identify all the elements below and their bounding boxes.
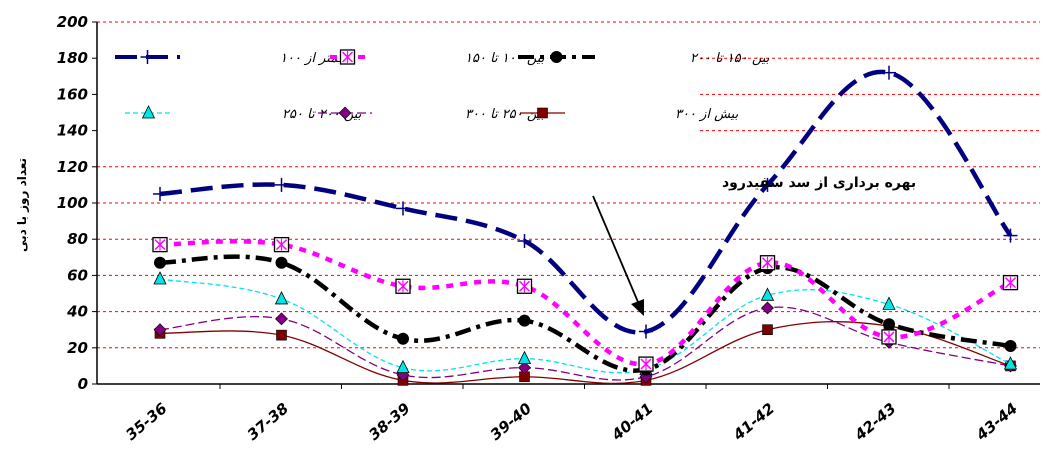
y-tick-label: 140	[57, 122, 88, 140]
x-tick-label: 35-36	[122, 399, 170, 444]
data-point	[760, 177, 775, 192]
y-tick-label: 40	[66, 303, 88, 321]
data-point	[760, 287, 775, 301]
data-point	[762, 324, 773, 336]
series-1	[153, 65, 1018, 339]
y-tick-label: 0	[78, 375, 88, 393]
data-point	[141, 105, 156, 119]
data-point	[152, 236, 168, 253]
data-point	[518, 361, 531, 375]
data-point	[274, 291, 289, 305]
x-tick-label: 43-44	[972, 399, 1021, 444]
data-point	[516, 278, 533, 294]
data-point	[550, 51, 563, 63]
series-3	[154, 254, 1017, 376]
annotation: بهره برداری از سد سفیدرود	[492, 170, 916, 316]
y-axis-label: تعداد روز با دبی	[15, 158, 30, 252]
legend-item-3: بین ۱۵۰ تا ۲۰۰	[518, 51, 770, 66]
series-line	[159, 239, 1012, 367]
data-point	[1004, 339, 1017, 352]
legend-label: بین ۱۵۰ تا ۲۰۰	[690, 51, 770, 66]
x-tick-label: 40-41	[607, 399, 656, 444]
data-point	[397, 332, 409, 345]
y-tick-label: 160	[57, 85, 88, 103]
legend-item-5: بین ۲۵۰ تا ۳۰۰	[318, 106, 545, 122]
data-point	[339, 49, 356, 65]
series-line	[159, 69, 1013, 335]
data-point	[1003, 228, 1018, 243]
data-point	[1003, 356, 1018, 370]
y-tick-label: 80	[67, 230, 88, 248]
data-point	[338, 106, 352, 120]
series-line	[159, 254, 1011, 373]
data-point	[761, 301, 774, 315]
grid-lines	[97, 21, 1040, 349]
data-point	[275, 256, 288, 269]
data-point	[154, 256, 166, 269]
legend-label: بین ۲۵۰ تا ۳۰۰	[465, 107, 545, 122]
x-tick-label: 42-43	[850, 399, 899, 444]
legend: کمتر از ۱۰۰ بین ۱۰۰ تا ۱۵۰ بین ۱۵۰ تا ۲۰۰ ب…	[115, 49, 770, 122]
data-point	[882, 65, 896, 80]
data-point	[153, 186, 167, 201]
data-point	[517, 234, 532, 249]
legend-label: بیش از ۳۰۰	[675, 107, 739, 122]
data-point	[153, 323, 167, 337]
y-tick-label: 180	[57, 49, 88, 67]
series-line	[159, 306, 1011, 381]
data-point	[537, 107, 548, 119]
data-point	[140, 50, 155, 64]
annotation-arrow-line	[592, 195, 639, 303]
series-2	[152, 236, 1019, 372]
data-point	[274, 177, 289, 192]
legend-item-4: بین ۲۰۰ تا ۲۵۰	[125, 105, 362, 122]
data-point	[882, 296, 896, 310]
series-group	[152, 65, 1019, 386]
legend-item-6: بیش از ۳۰۰	[520, 107, 739, 122]
data-point	[153, 271, 167, 285]
data-point	[395, 278, 411, 294]
data-point	[517, 350, 532, 365]
legend-label: کمتر از ۱۰۰	[280, 51, 347, 66]
data-point	[275, 312, 288, 326]
y-tick-label: 100	[57, 194, 88, 212]
x-ticks: 35-36 37-38 38-39 39-40 40-41 41-42 42-43 43-44	[122, 384, 1021, 445]
data-point	[883, 318, 895, 331]
data-point	[638, 356, 654, 372]
data-point	[1002, 274, 1019, 291]
legend-label: بین ۱۰۰ تا ۱۵۰	[465, 51, 545, 66]
y-tick-label: 200	[57, 13, 88, 31]
y-tick-label: 120	[57, 158, 88, 176]
y-tick-label: 60	[67, 266, 88, 284]
series-line	[159, 278, 1011, 374]
data-point	[759, 255, 776, 271]
data-point	[396, 201, 410, 216]
data-point	[518, 314, 531, 327]
series-line	[159, 321, 1011, 385]
data-point	[273, 236, 290, 253]
data-point	[396, 359, 410, 374]
y-tick-label: 20	[67, 339, 88, 357]
annotation-bg	[492, 170, 728, 192]
x-tick-label: 41-42	[729, 399, 778, 444]
data-point	[639, 324, 653, 339]
x-tick-label: 39-40	[487, 399, 535, 444]
data-point	[276, 329, 287, 341]
annotation-text: بهره برداری از سد سفیدرود	[722, 175, 916, 191]
annotation-arrowhead	[631, 299, 644, 316]
data-point	[881, 329, 897, 345]
x-tick-label: 37-38	[244, 399, 292, 444]
x-tick-label: 38-39	[365, 399, 413, 444]
legend-item-2: بین ۱۰۰ تا ۱۵۰	[330, 49, 545, 66]
legend-item-1: کمتر از ۱۰۰	[115, 50, 347, 66]
y-ticks: 0 20 40 60 80 100 120 140 160 180 200	[57, 13, 97, 393]
